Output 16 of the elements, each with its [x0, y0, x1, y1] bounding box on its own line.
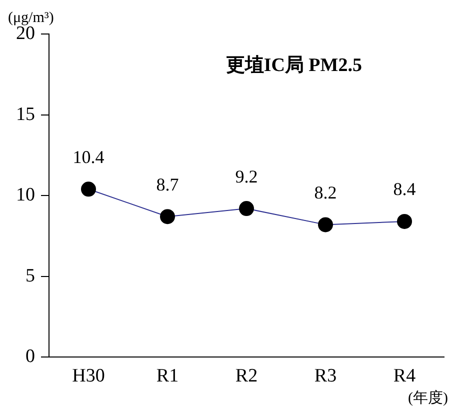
x-tick-label: R3: [314, 366, 337, 387]
y-tick-label: 10: [16, 184, 35, 206]
data-label: 8.2: [314, 182, 337, 202]
data-label: 10.4: [72, 146, 104, 167]
data-label: 8.4: [393, 179, 416, 200]
y-tick-label: 0: [26, 346, 35, 368]
text: 更埴IC局 PM2.5: [226, 54, 362, 76]
x-tick-label: R4: [393, 366, 416, 387]
x-tick-label: H30: [72, 366, 105, 387]
y-tick-label: 5: [26, 265, 35, 286]
x-tick-label: R1: [156, 366, 179, 387]
data-label: 9.2: [235, 166, 258, 186]
x-axis-title: (年度): [408, 389, 448, 406]
x-tick-label: R2: [235, 366, 258, 387]
y-tick-label: 15: [16, 104, 35, 125]
data-label: 8.7: [156, 174, 179, 194]
